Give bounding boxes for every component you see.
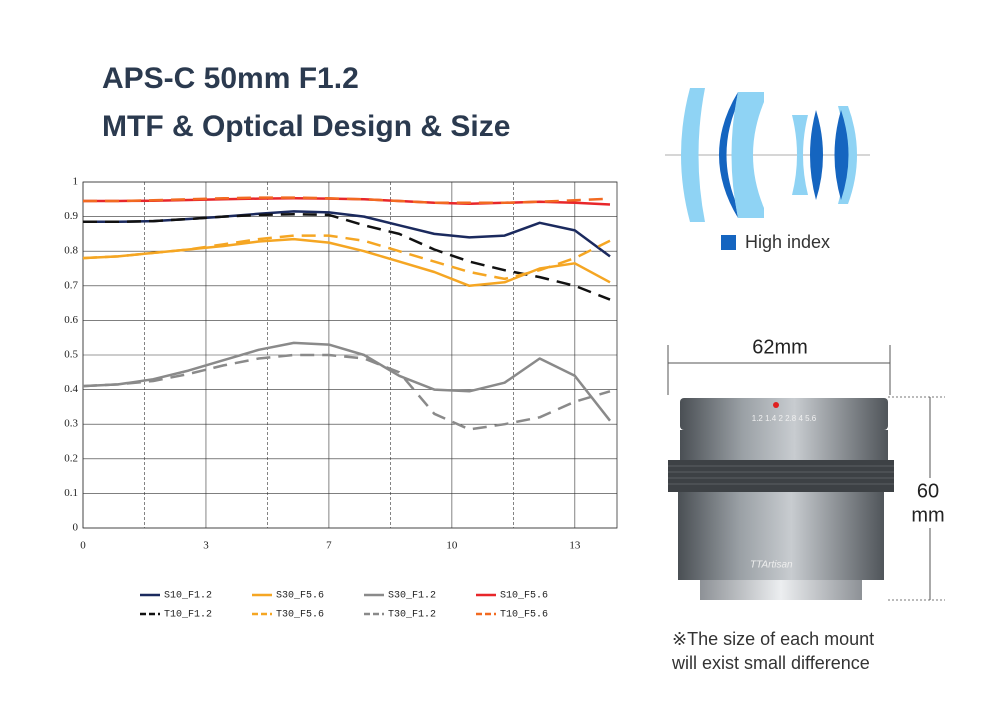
- y-tick-label: 0: [73, 522, 79, 534]
- x-tick-label: 3: [203, 540, 209, 552]
- y-tick-label: 0.2: [64, 452, 78, 464]
- legend-label: S10_F5.6: [500, 591, 548, 602]
- lens-element: [681, 88, 705, 222]
- note: will exist small difference: [671, 653, 870, 673]
- y-tick-label: 0.9: [64, 210, 78, 222]
- legend-label: T30_F1.2: [388, 610, 436, 621]
- height-label: mm: [911, 504, 944, 526]
- plot-frame: [82, 181, 618, 529]
- width-label: 62mm: [752, 336, 808, 358]
- x-tick-label: 10: [446, 540, 458, 552]
- y-tick-label: 0.4: [64, 383, 78, 395]
- series-line: [82, 234, 611, 281]
- mtf-chart: 00.10.20.30.40.50.60.70.80.910 3 7 10 13S10_…: [64, 176, 618, 621]
- lens-element: [834, 110, 849, 200]
- legend-label: S10_F1.2: [164, 591, 212, 602]
- y-tick-label: 1: [73, 176, 79, 188]
- lens-diagram: High index: [665, 88, 870, 252]
- lens-front: [680, 398, 888, 430]
- focus-ring: [668, 460, 894, 492]
- x-tick-label: 7: [326, 540, 332, 552]
- note: ※The size of each mount: [672, 629, 874, 649]
- legend-label: High index: [745, 232, 830, 252]
- y-tick-label: 0.6: [64, 314, 78, 326]
- title: MTF & Optical Design & Size: [102, 110, 510, 143]
- legend-label: T10_F1.2: [164, 610, 212, 621]
- legend-label: T10_F5.6: [500, 610, 548, 621]
- lens-barrel: [678, 492, 884, 580]
- series-line: [82, 237, 611, 288]
- dimensions: 62mm 60 mm: [667, 336, 955, 601]
- lens-element: [731, 92, 764, 218]
- x-tick-label: 0: [80, 540, 86, 552]
- series-line: [82, 341, 611, 422]
- label-bg: [905, 478, 955, 528]
- y-tick-label: 0.8: [64, 245, 78, 257]
- y-tick-label: 0.5: [64, 349, 78, 361]
- legend-swatch: [721, 235, 736, 250]
- legend-label: S30_F1.2: [388, 591, 436, 602]
- lens-mount: [700, 580, 862, 600]
- ring-grip: [668, 465, 894, 485]
- lens-element: [792, 115, 808, 195]
- lens-ring: [680, 430, 888, 460]
- lens-element: [719, 92, 738, 218]
- lens-element: [810, 110, 823, 200]
- x-tick-label: 13: [569, 540, 581, 552]
- series-line: [83, 197, 611, 206]
- legend-label: S30_F5.6: [276, 591, 324, 602]
- lens-photo: 1.2 1.4 2 2.8 4 5.6 TTArtisan: [668, 398, 894, 600]
- series-line: [83, 210, 611, 258]
- y-tick-label: 0.1: [64, 487, 78, 499]
- lens-marking: TTArtisan: [750, 560, 793, 571]
- title: APS-C 50mm F1.2: [102, 62, 359, 95]
- lens-marking: 1.2 1.4 2 2.8 4 5.6: [752, 414, 817, 423]
- index-dot: [773, 402, 779, 408]
- legend-label: T30_F5.6: [276, 610, 324, 621]
- y-tick-label: 0.7: [64, 279, 78, 291]
- y-tick-label: 0.3: [64, 418, 78, 430]
- series-line: [82, 353, 611, 431]
- height-label: 60: [917, 480, 939, 502]
